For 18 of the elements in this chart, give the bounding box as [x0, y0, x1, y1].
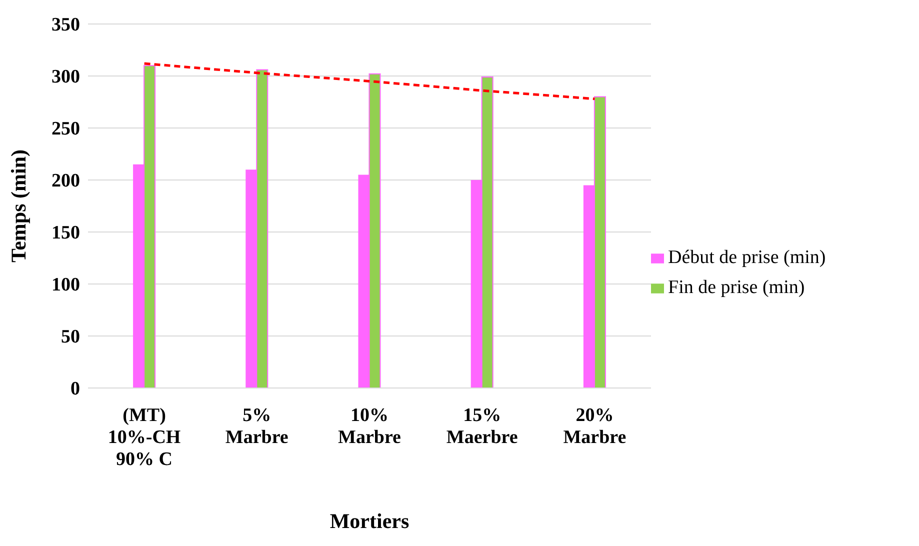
- x-tick-label: 5% Marbre: [225, 405, 288, 448]
- y-tick-label: 150: [52, 222, 80, 244]
- x-tick-label: 10% Marbre: [338, 405, 401, 448]
- x-tick-label: 15% Maerbre: [446, 405, 518, 448]
- y-axis-title: Temps (min): [6, 150, 30, 262]
- line-series: [143, 62, 596, 100]
- y-tick-label: 100: [52, 274, 80, 296]
- legend-label: Début de prise (min): [668, 247, 826, 268]
- legend-label: Fin de prise (min): [668, 277, 805, 298]
- x-tick-label: (MT) 10%-CH 90% C: [108, 405, 181, 470]
- x-axis-title: Mortiers: [330, 509, 410, 533]
- y-tick-label: 0: [70, 378, 80, 400]
- y-tick-label: 250: [52, 118, 80, 140]
- x-tick-label: 20% Marbre: [563, 405, 626, 448]
- y-tick-label: 300: [52, 66, 80, 88]
- y-tick-label: 50: [61, 326, 80, 348]
- y-tick-label: 350: [52, 14, 80, 36]
- y-tick-label: 200: [52, 170, 80, 192]
